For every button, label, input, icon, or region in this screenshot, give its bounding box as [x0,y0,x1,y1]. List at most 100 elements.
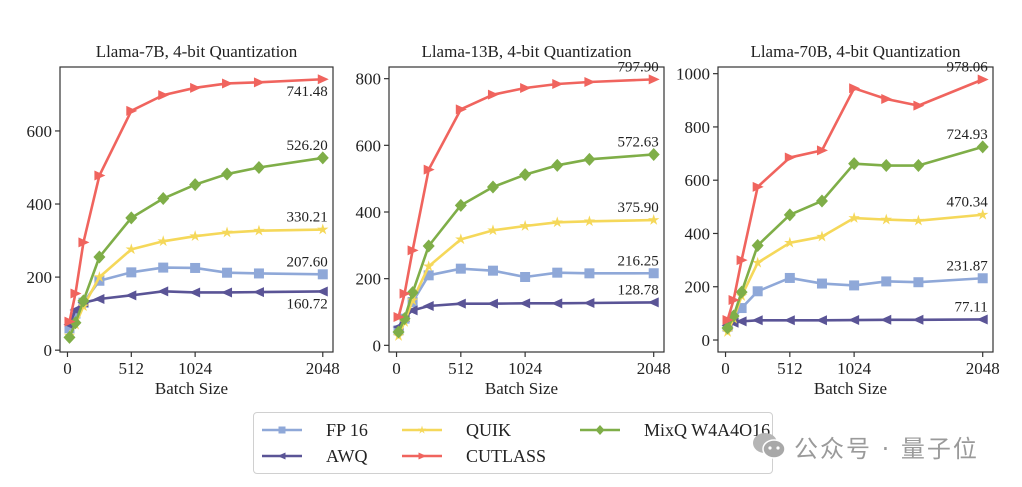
data-point [406,286,419,300]
series-line [726,145,984,329]
legend-item-mixq: MixQ W4A4O16 [578,419,770,441]
data-point [751,315,763,326]
data-point [977,273,988,284]
data-point [399,288,411,299]
series-line [726,276,983,328]
series-awq: 128.78 [392,282,659,332]
y-tick-label: 200 [356,270,382,289]
data-point [976,314,988,325]
legend-swatch-fp16 [262,426,302,434]
data-point [583,152,596,166]
data-point [647,297,659,308]
data-point [125,290,137,301]
data-point [125,243,138,255]
x-tick-label: 1024 [178,359,213,378]
data-point [407,245,419,256]
data-point [455,104,467,115]
data-point [454,298,466,309]
y-tick-label: 600 [685,171,711,190]
y-tick-label: 800 [356,70,382,89]
data-point [848,157,861,171]
series-cutlass: 978.06 [722,60,989,326]
series-line [726,213,983,333]
data-point [252,160,265,174]
data-point [735,285,748,299]
data-point [63,330,76,344]
legend-swatch-quik [402,425,442,434]
x-tick-label: 2048 [306,359,340,378]
data-point [406,294,419,306]
data-point [881,276,892,287]
data-point [487,265,498,276]
data-point [317,269,328,280]
x-tick-label: 512 [448,359,474,378]
data-point [69,304,81,315]
data-point [752,286,763,297]
series-awq: 77.11 [721,299,988,331]
data-point [519,220,531,231]
data-point [423,164,435,175]
data-point [64,323,75,334]
data-point [189,230,201,242]
data-point [648,268,659,279]
data-point [647,147,660,161]
data-label: 978.06 [946,60,988,76]
data-point [784,236,796,248]
series-cutlass: 797.90 [393,59,660,322]
data-point [520,272,531,282]
x-tick-label: 1024 [837,359,872,378]
data-point [317,223,329,235]
data-point [486,298,498,309]
data-point [721,321,734,335]
data-point [70,308,81,319]
data-point [848,212,860,223]
data-point [487,224,499,236]
data-point [848,315,860,326]
x-axis-label: Batch Size [814,379,887,398]
data-point [454,198,467,212]
chart-title: Llama-70B, 4-bit Quantization [750,42,961,61]
data-point [816,145,828,156]
data-point [221,167,234,181]
data-point [849,83,861,94]
series-line [397,218,654,337]
data-point [912,159,925,173]
data-point [880,213,892,225]
data-point [69,316,82,330]
data-point [728,295,740,306]
legend-label: MixQ W4A4O16 [644,419,771,440]
legend-marker [417,425,427,434]
data-label: 207.60 [287,254,328,270]
data-point [815,315,827,326]
y-tick-label: 0 [44,341,53,360]
legend-item-quik: QUIK [400,419,511,441]
data-point [552,79,564,89]
legend-item-awq: AWQ [260,445,368,467]
data-point [64,316,76,327]
wechat-icon [753,433,786,459]
data-point [583,298,595,308]
data-point [783,208,796,222]
data-point [392,325,405,339]
data-point [157,192,170,206]
data-point [189,287,201,298]
data-point [784,152,796,163]
data-point [406,305,418,316]
plot-frame [388,66,665,353]
data-point [94,170,106,181]
legend-marker [595,425,605,435]
data-point [190,262,201,273]
data-label: 526.20 [287,138,328,154]
data-point [455,263,466,274]
data-point [221,287,233,298]
data-point [158,262,169,273]
series-line [726,78,984,321]
legend-label: QUIK [466,419,511,440]
data-point [976,140,989,154]
data-label: 724.93 [946,127,987,143]
data-point [735,316,747,327]
series-mixq: 724.93 [721,127,989,335]
x-tick-label: 512 [777,359,803,378]
chart-title: Llama-13B, 4-bit Quantization [421,42,632,61]
watermark-text: 公众号 · 量子位 [794,434,979,463]
